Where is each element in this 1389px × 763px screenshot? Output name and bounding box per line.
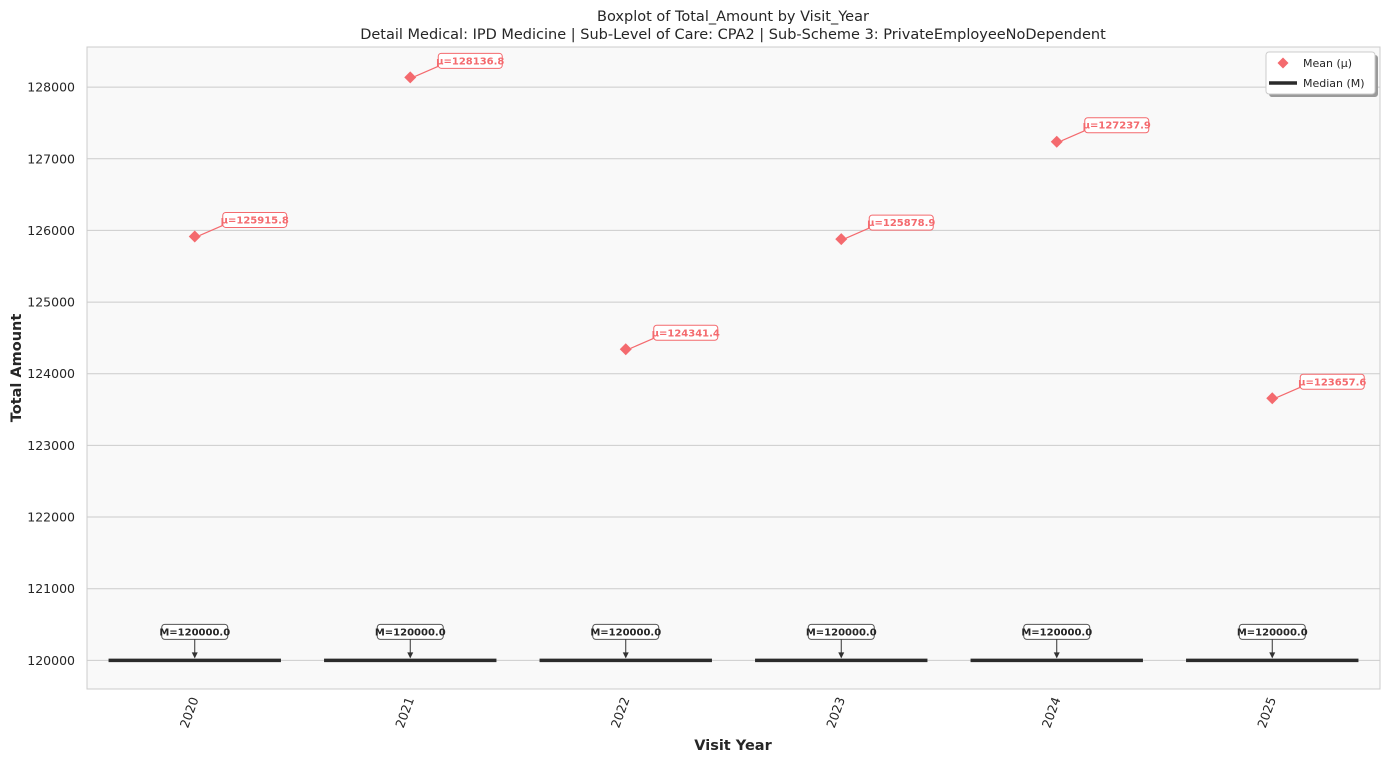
mean-label: μ=124341.4: [652, 328, 720, 339]
mean-arrow: [846, 227, 870, 239]
y-tick-label: 120000: [27, 653, 75, 668]
median-label: M=120000.0: [1237, 627, 1308, 638]
mean-markers: μ=125915.8 μ=128136.8 μ=124341.4 μ=125878.9…: [188, 52, 1366, 405]
mean-arrow: [630, 337, 654, 349]
mean-marker: [1050, 135, 1063, 148]
mean-label-box: [868, 214, 934, 231]
median-label: M=120000.0: [1021, 627, 1092, 638]
mean-arrow: [415, 65, 439, 77]
y-tick-label: 124000: [27, 366, 75, 381]
y-axis-label: Total Amount: [9, 314, 25, 423]
y-gridlines: [87, 86, 1380, 661]
chart-title: Boxplot of Total_Amount by Visit_Year: [597, 9, 869, 25]
mean-marker: [188, 230, 201, 243]
median-arrow-head: [622, 652, 629, 659]
x-tick-label: 2022: [608, 695, 633, 730]
legend-mean-marker: [1277, 57, 1289, 69]
y-tick-label: 123000: [27, 438, 75, 453]
x-tick-label: 2021: [392, 695, 417, 730]
mean-arrow: [199, 224, 223, 237]
mean-arrow: [1061, 130, 1085, 142]
x-axis-label: Visit Year: [694, 738, 772, 754]
mean-label-box: [653, 324, 719, 341]
median-label: M=120000.0: [806, 627, 877, 638]
mean-marker: [404, 71, 417, 84]
x-tick-label: 2024: [1039, 695, 1064, 730]
mean-label: μ=128136.8: [436, 56, 504, 67]
mean-marker: [1266, 392, 1279, 405]
chart-subtitle: Detail Medical: IPD Medicine | Sub-Level…: [360, 27, 1106, 43]
median-arrow-head: [1269, 652, 1276, 659]
y-tick-label: 126000: [27, 223, 75, 238]
mean-label-box: [1299, 373, 1365, 390]
x-tick-labels: 2020 2021 2022 2023 2024 2025: [177, 695, 1279, 730]
median-lines: M=120000.0 M=120000.0 M=120000.0 M=120000.0…: [108, 623, 1359, 663]
median-label: M=120000.0: [590, 627, 661, 638]
median-arrow-head: [838, 652, 845, 659]
median-label: M=120000.0: [375, 627, 446, 638]
plot-area: [86, 46, 1381, 690]
y-tick-label: 128000: [27, 80, 75, 95]
legend: Mean (μ) Median (M): [1265, 51, 1378, 97]
y-tick-label: 122000: [27, 510, 75, 525]
median-arrow-head: [1053, 652, 1060, 659]
y-tick-label: 125000: [27, 295, 75, 310]
y-tick-label: 127000: [27, 151, 75, 166]
y-tick-labels: 120000 121000 122000 123000 124000 125000 1260…: [27, 80, 75, 668]
mean-label-box: [222, 211, 288, 228]
mean-label: μ=127237.9: [1083, 121, 1151, 132]
mean-label-box: [1084, 117, 1150, 134]
x-tick-label: 2023: [823, 695, 848, 730]
mean-label: μ=125878.9: [867, 218, 935, 229]
mean-label-box: [437, 52, 503, 69]
median-label: M=120000.0: [159, 627, 230, 638]
mean-label: μ=123657.6: [1298, 377, 1366, 388]
median-arrow-head: [191, 652, 198, 659]
legend-median-label: Median (M): [1303, 77, 1365, 90]
mean-label: μ=125915.8: [221, 215, 289, 226]
x-tick-label: 2020: [177, 695, 202, 730]
x-tick-label: 2025: [1254, 695, 1279, 730]
median-arrow-head: [407, 652, 414, 659]
legend-mean-label: Mean (μ): [1303, 57, 1352, 70]
mean-arrow: [1277, 386, 1301, 398]
y-tick-label: 121000: [27, 581, 75, 596]
mean-marker: [835, 233, 848, 246]
mean-marker: [619, 343, 632, 356]
